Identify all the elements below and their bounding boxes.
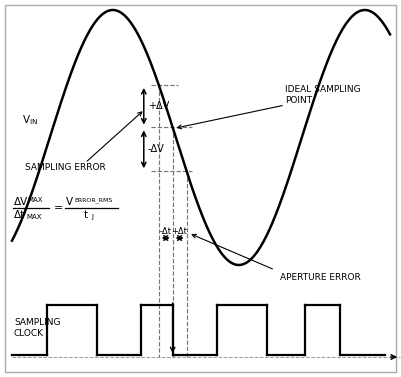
FancyBboxPatch shape xyxy=(5,5,396,372)
Text: +ΔV: +ΔV xyxy=(148,101,169,111)
Text: V: V xyxy=(66,197,73,207)
Text: APERTURE ERROR: APERTURE ERROR xyxy=(280,273,361,282)
Text: IDEAL SAMPLING
POINT: IDEAL SAMPLING POINT xyxy=(285,85,360,105)
Text: +Δt: +Δt xyxy=(172,227,188,236)
Text: =: = xyxy=(54,203,63,213)
Text: J: J xyxy=(91,214,93,220)
Text: Δt: Δt xyxy=(14,210,25,220)
Text: t: t xyxy=(84,210,88,220)
Text: -ΔV: -ΔV xyxy=(148,144,164,154)
Text: MAX: MAX xyxy=(27,197,43,203)
Text: MAX: MAX xyxy=(26,214,41,220)
Text: SAMPLING ERROR: SAMPLING ERROR xyxy=(24,164,105,173)
Text: V$_{\mathregular{IN}}$: V$_{\mathregular{IN}}$ xyxy=(22,113,38,127)
Text: ERROR_RMS: ERROR_RMS xyxy=(74,197,112,203)
Text: SAMPLING
CLOCK: SAMPLING CLOCK xyxy=(14,317,61,339)
Text: ΔV: ΔV xyxy=(14,197,28,207)
Text: -Δt: -Δt xyxy=(160,227,172,236)
